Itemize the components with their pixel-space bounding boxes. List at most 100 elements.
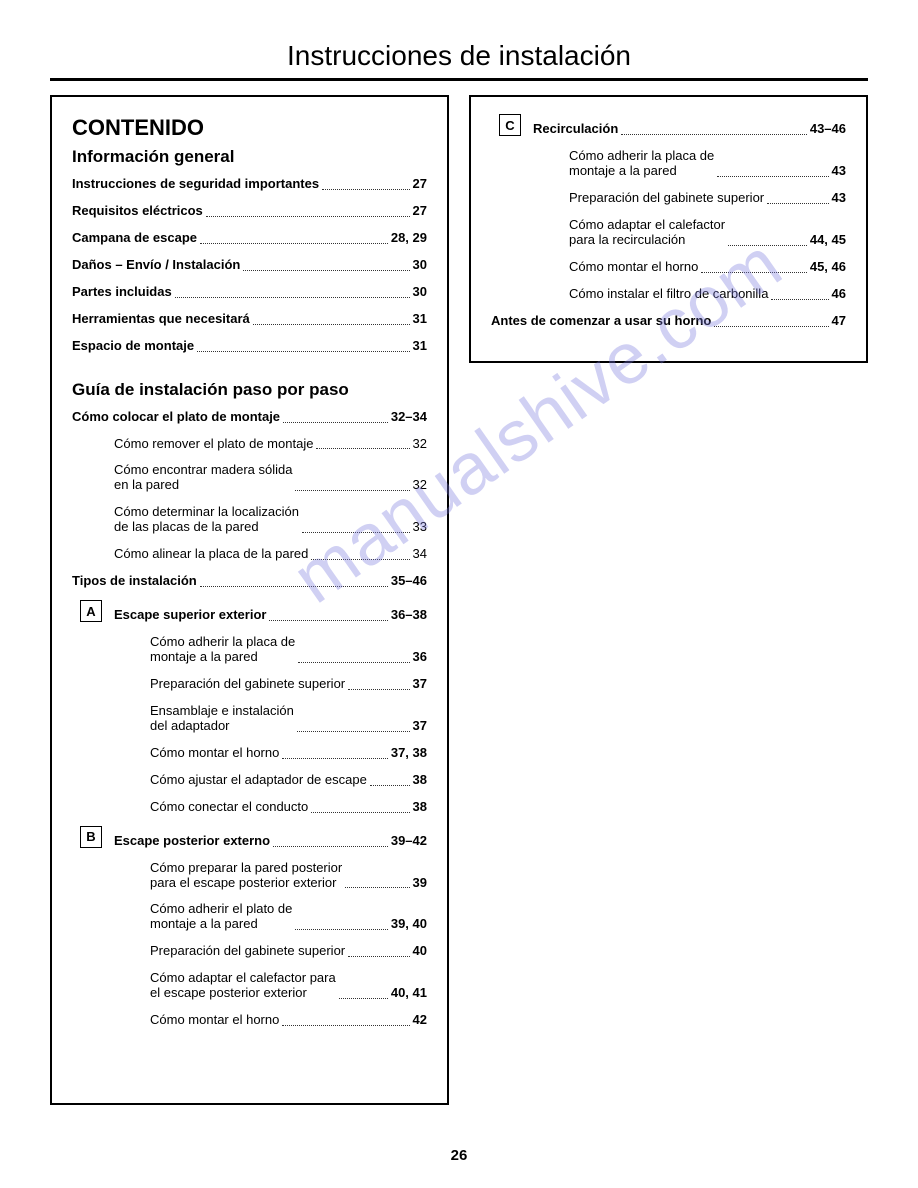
toc-page: 30 [413,258,427,273]
toc-text: Daños – Envío / Instalación [72,258,240,273]
toc-text: Espacio de montaje [72,339,194,354]
toc-dots [771,299,828,300]
toc-text: Cómo montar el horno [150,746,279,761]
toc-item: Herramientas que necesitará 31 [72,312,427,327]
left-column: CONTENIDO Información general Instruccio… [50,95,449,1105]
toc-text: Instrucciones de seguridad importantes [72,177,319,192]
toc-page: 40, 41 [391,986,427,1001]
toc-page: 46 [832,287,846,302]
toc-page: 44, 45 [810,233,846,248]
toc-text: Cómo conectar el conducto [150,800,308,815]
toc-text: Cómo encontrar madera sólidaen la pared [114,463,292,493]
toc-item-montaje: Cómo colocar el plato de montaje 32–34 [72,410,427,425]
toc-text: Cómo ajustar el adaptador de escape [150,773,367,788]
toc-page: 31 [413,312,427,327]
toc-dots [282,758,388,759]
toc-page: 45, 46 [810,260,846,275]
toc-item: Preparación del gabinete superior 37 [72,677,427,692]
toc-item: Campana de escape28, 29 [72,231,427,246]
toc-dots [621,134,807,135]
toc-text: Herramientas que necesitará [72,312,250,327]
toc-item: Cómo preparar la pared posteriorpara el … [72,861,427,891]
toc-text: Cómo remover el plato de montaje [114,437,313,452]
toc-page: 39, 40 [391,917,427,932]
toc-dots [175,297,410,298]
contenido-heading: CONTENIDO [72,115,427,141]
toc-dots [298,662,409,663]
toc-item: Cómo montar el horno 37, 38 [72,746,427,761]
toc-dots [295,929,387,930]
toc-item: Cómo encontrar madera sólidaen la pared 3… [72,463,427,493]
toc-text: Cómo instalar el filtro de carbonilla [569,287,768,302]
toc-page: 39 [413,876,427,891]
toc-item: Preparación del gabinete superior 43 [491,191,846,206]
toc-text: Cómo colocar el plato de montaje [72,410,280,425]
toc-text: Cómo montar el horno [569,260,698,275]
toc-item: Cómo alinear la placa de la pared 34 [72,547,427,562]
toc-page: 37 [413,719,427,734]
toc-item: Requisitos eléctricos 27 [72,204,427,219]
toc-text: Preparación del gabinete superior [150,677,345,692]
toc-item: Cómo adaptar el calefactorpara la recirc… [491,218,846,248]
toc-dots [348,956,409,957]
toc-page: 43 [832,164,846,179]
toc-page: 42 [413,1013,427,1028]
toc-page: 27 [413,204,427,219]
toc-dots [714,326,828,327]
toc-dots [200,243,388,244]
toc-dots [273,846,388,847]
toc-text: Ensamblaje e instalacióndel adaptador [150,704,294,734]
toc-item: Instrucciones de seguridad importantes 27 [72,177,427,192]
toc-page: 37 [413,677,427,692]
toc-page: 43 [832,191,846,206]
right-column: C Recirculación 43–46 Cómo adherir la pl… [469,95,868,363]
toc-text: Preparación del gabinete superior [150,944,345,959]
lettered-c: C Recirculación 43–46 [491,115,846,137]
toc-page: 32–34 [391,410,427,425]
toc-text: Cómo adherir la placa demontaje a la par… [569,149,714,179]
toc-page: 27 [413,177,427,192]
toc-text: Cómo adherir la placa demontaje a la par… [150,635,295,665]
toc-dots [322,189,409,190]
toc-page: 38 [413,773,427,788]
toc-item: Cómo montar el horno 45, 46 [491,260,846,275]
toc-dots [253,324,410,325]
toc-dots [302,532,410,533]
toc-text: Cómo alinear la placa de la pared [114,547,308,562]
toc-dots [269,620,387,621]
toc-dots [339,998,388,999]
toc-item: Daños – Envío / Instalación 30 [72,258,427,273]
page-title: Instrucciones de instalación [50,40,868,72]
toc-dots [311,559,409,560]
toc-dots [348,689,409,690]
toc-text: Cómo adaptar el calefactor parael escape… [150,971,336,1001]
toc-dots [206,216,410,217]
toc-item-b-head: Escape posterior externo 39–42 [114,834,427,849]
lettered-a: A Escape superior exterior 36–38 [72,601,427,623]
toc-item: Cómo adaptar el calefactor parael escape… [72,971,427,1001]
toc-dots [282,1025,409,1026]
letter-box-c: C [499,114,521,136]
toc-page: 47 [832,314,846,329]
toc-text: Recirculación [533,122,618,137]
toc-item: Cómo remover el plato de montaje32 [72,437,427,452]
toc-dots [717,176,828,177]
toc-text: Preparación del gabinete superior [569,191,764,206]
toc-text: Antes de comenzar a usar su horno [491,314,711,329]
toc-dots [728,245,807,246]
toc-dots [767,203,828,204]
toc-text: Cómo adherir el plato demontaje a la par… [150,902,292,932]
toc-page: 35–46 [391,574,427,589]
toc-dots [345,887,409,888]
toc-item-tipos: Tipos de instalación 35–46 [72,574,427,589]
toc-page: 37, 38 [391,746,427,761]
toc-text: Requisitos eléctricos [72,204,203,219]
toc-item: Cómo adherir la placa demontaje a la par… [72,635,427,665]
page-number: 26 [0,1147,918,1164]
toc-page: 31 [413,339,427,354]
toc-item: Ensamblaje e instalacióndel adaptador 37 [72,704,427,734]
toc-page: 32 [413,478,427,493]
toc-item: Espacio de montaje 31 [72,339,427,354]
toc-text: Cómo adaptar el calefactorpara la recirc… [569,218,725,248]
toc-page: 34 [413,547,427,562]
